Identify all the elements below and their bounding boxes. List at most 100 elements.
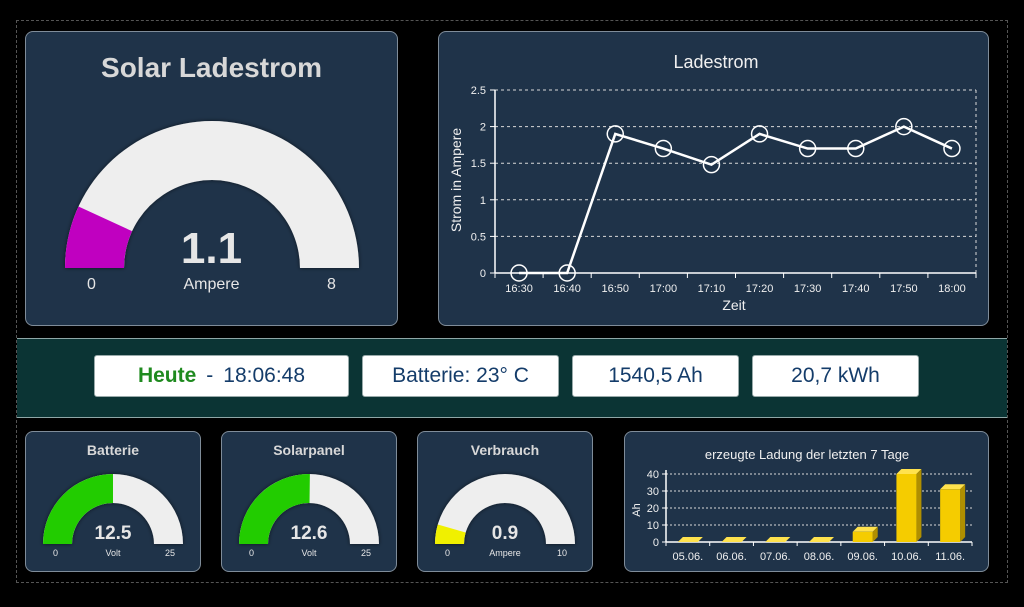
x-tick-label: 16:50 [601, 283, 629, 295]
x-tick-label: 11.06. [935, 551, 965, 563]
gauge-unit: Volt [105, 548, 121, 558]
x-tick-label: 17:10 [698, 283, 726, 295]
data-point [847, 139, 865, 158]
x-tick-label: 18:00 [938, 283, 966, 295]
verbrauch-gauge [435, 474, 575, 544]
y-tick-label: 10 [647, 520, 659, 532]
x-tick-label: 17:00 [650, 283, 678, 295]
gauge-title: Verbrauch [470, 442, 540, 458]
bar [809, 537, 834, 542]
solarpanel-gauge [239, 474, 379, 544]
main-gauge [65, 121, 359, 268]
x-tick-label: 10.06. [891, 551, 922, 563]
solarpanel-gauge-panel: Solarpanel 12.6 Volt 0 25 [221, 431, 397, 572]
amp-hours-box: 1540,5 Ah [572, 355, 739, 397]
current-time: 18:06:48 [223, 364, 306, 387]
x-tick-label: 16:40 [553, 283, 581, 295]
gauge-max: 25 [165, 548, 176, 558]
data-point [750, 125, 769, 143]
date-time-box: Heute - 18:06:48 [94, 355, 349, 397]
gauge-track [65, 121, 359, 268]
gauge-min: 0 [53, 548, 59, 558]
x-tick-label: 17:50 [890, 283, 918, 295]
bar-chart: erzeugte Ladung der letzten 7 Tage Ah 0 1… [631, 447, 973, 563]
x-tick-label: 07.06. [760, 551, 791, 563]
y-axis-label: Strom in Ampere [448, 128, 464, 232]
gauge-track [435, 474, 575, 544]
gauge-max: 25 [361, 548, 372, 558]
gauge-unit: Ampere [489, 548, 521, 558]
y-tick-label: 2.5 [471, 85, 486, 97]
series-line [519, 125, 953, 275]
amp-hours: 1540,5 Ah [608, 364, 703, 387]
battery-temp-box: Batterie: 23° C [362, 355, 559, 397]
panel-title: Solar Ladestrom [101, 52, 322, 83]
data-point [798, 139, 817, 158]
gauge-fill [43, 474, 113, 544]
gauge-title: Solarpanel [273, 442, 345, 458]
bar [896, 469, 922, 542]
gauge-unit: Ampere [183, 276, 240, 293]
gauge-min: 0 [445, 548, 451, 558]
gauge-max: 8 [327, 276, 336, 293]
gauge-fill [239, 474, 310, 544]
separator: - [206, 364, 214, 387]
x-tick-label: 17:30 [794, 283, 822, 295]
bar [940, 484, 966, 542]
x-tick-label: 08.06. [804, 551, 835, 563]
energy-box: 20,7 kWh [752, 355, 919, 397]
gauge-fill [65, 206, 133, 268]
today-label: Heute [137, 364, 197, 387]
solar-ladestrom-panel: Solar Ladestrom 1.1 Ampere 0 8 [25, 31, 398, 326]
batterie-gauge [43, 474, 183, 544]
chart-title: Ladestrom [673, 52, 758, 72]
gauge-unit: Volt [301, 548, 317, 558]
gauge-value: 0.9 [491, 523, 519, 544]
y-tick-label: 2 [480, 122, 486, 134]
data-point [702, 155, 721, 174]
y-tick-label: 30 [647, 486, 659, 498]
data-point [510, 264, 528, 282]
battery-temp: Batterie: 23° C [392, 364, 529, 387]
bar [677, 537, 703, 542]
y-axis-label: Ah [631, 503, 643, 516]
x-tick-label: 16:30 [505, 283, 533, 295]
bar [765, 537, 791, 542]
ladestrom-chart-panel: Ladestrom Strom in Ampere Zeit 0 0.5 1 1.5 2… [438, 31, 989, 326]
x-tick-label: 17:40 [842, 283, 870, 295]
gauge-fill [435, 524, 466, 544]
gauge-max: 10 [557, 548, 568, 558]
x-tick-label: 06.06. [716, 551, 747, 563]
y-tick-label: 0 [480, 268, 486, 280]
y-tick-label: 0.5 [471, 231, 486, 243]
gauge-min: 0 [87, 276, 96, 293]
gauge-value: 12.6 [290, 523, 328, 544]
line-chart: Ladestrom Strom in Ampere Zeit 0 0.5 1 1.5 2… [448, 52, 977, 313]
y-tick-label: 0 [653, 537, 659, 549]
y-tick-label: 1 [480, 195, 486, 207]
gauge-value: 12.5 [94, 523, 132, 544]
dashboard-frame [16, 20, 1008, 583]
gauge-title: Batterie [86, 442, 140, 458]
x-tick-label: 09.06. [847, 551, 878, 563]
x-tick-label: 05.06. [673, 551, 704, 563]
bar [852, 526, 878, 542]
y-tick-label: 40 [647, 469, 659, 481]
bar [721, 537, 747, 542]
ladung-bar-panel: erzeugte Ladung der letzten 7 Tage Ah 0 1… [624, 431, 989, 572]
gauge-min: 0 [249, 548, 255, 558]
x-axis-label: Zeit [722, 297, 745, 313]
batterie-gauge-panel: Batterie 12.5 Volt 0 25 [25, 431, 201, 572]
x-tick-label: 17:20 [746, 283, 774, 295]
data-point [606, 125, 624, 143]
chart-title: erzeugte Ladung der letzten 7 Tage [705, 447, 909, 462]
data-point [943, 139, 961, 158]
energy-kwh: 20,7 kWh [791, 364, 880, 387]
data-point [895, 117, 913, 136]
y-tick-label: 20 [647, 503, 659, 515]
gauge-value: 1.1 [180, 224, 243, 273]
data-point [654, 139, 673, 158]
data-point [558, 264, 576, 282]
verbrauch-gauge-panel: Verbrauch 0.9 Ampere 0 10 [417, 431, 593, 572]
y-tick-label: 1.5 [471, 158, 486, 170]
